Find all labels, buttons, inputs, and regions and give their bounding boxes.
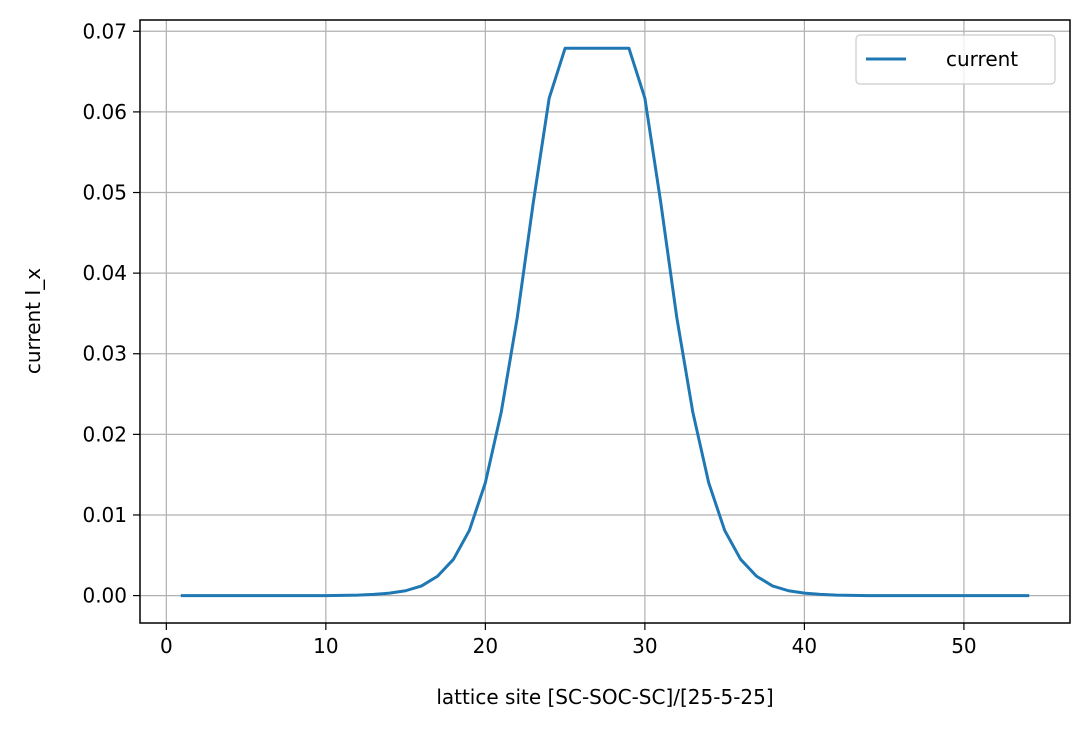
y-tick-label: 0.01 bbox=[82, 503, 127, 527]
y-tick-label: 0.05 bbox=[82, 181, 127, 205]
x-axis-label: lattice site [SC-SOC-SC]/[25-5-25] bbox=[436, 685, 773, 709]
plot-frame bbox=[139, 19, 1071, 624]
x-tick-label: 10 bbox=[313, 634, 338, 658]
x-axis: 0 10 20 30 40 50 bbox=[160, 623, 977, 658]
y-tick-label: 0.07 bbox=[82, 19, 127, 43]
series-line-current bbox=[180, 46, 1030, 598]
legend-label-current: current bbox=[946, 47, 1018, 71]
legend: current bbox=[855, 34, 1056, 85]
y-axis-label: current I_x bbox=[21, 268, 45, 374]
x-tick-label: 40 bbox=[792, 634, 817, 658]
x-tick-label: 0 bbox=[160, 634, 173, 658]
y-tick-label: 0.02 bbox=[82, 422, 127, 446]
x-tick-label: 50 bbox=[951, 634, 976, 658]
x-tick-label: 30 bbox=[632, 634, 657, 658]
y-tick-label: 0.04 bbox=[82, 261, 127, 285]
legend-box bbox=[855, 34, 1056, 85]
y-tick-label: 0.03 bbox=[82, 342, 127, 366]
series-layer bbox=[180, 46, 1030, 598]
x-tick-label: 20 bbox=[473, 634, 498, 658]
y-tick-label: 0.00 bbox=[82, 584, 127, 608]
grid bbox=[140, 20, 1070, 623]
y-axis: 0.00 0.01 0.02 0.03 0.04 0.05 0.06 0.07 bbox=[82, 19, 140, 608]
y-tick-label: 0.06 bbox=[82, 100, 127, 124]
